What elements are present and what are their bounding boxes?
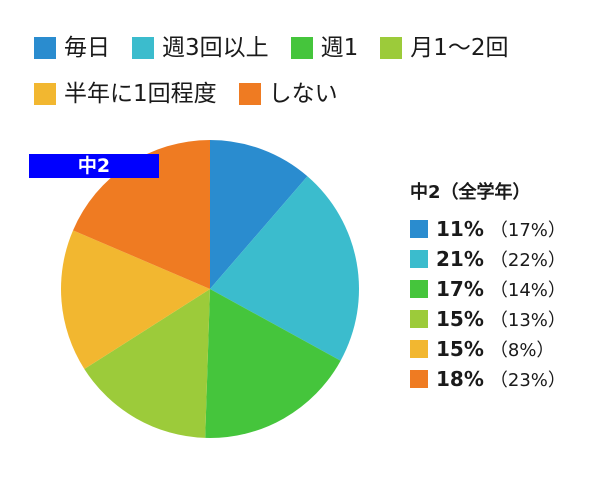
side-legend-row-daily: 11% （17%） (410, 214, 566, 244)
pie-slice-daily (210, 140, 308, 289)
side-swatch-weekly (410, 280, 428, 298)
side-swatch-3-per-week (410, 250, 428, 268)
side-value-never: 18% (436, 367, 484, 391)
legend-label-weekly: 週1 (320, 35, 359, 61)
grade-badge: 中2 (29, 154, 159, 178)
side-overall-value-weekly: （14%） (489, 280, 566, 301)
side-legend-row-weekly: 17% （14%） (410, 274, 566, 304)
side-legend-row-half-year: 15% （8%） (410, 334, 566, 364)
legend-label-never: しない (268, 81, 338, 107)
side-swatch-monthly (410, 310, 428, 328)
legend-swatch-daily (34, 37, 56, 59)
legend-entry-monthly: 月1〜2回 (380, 34, 509, 62)
legend-row-1: 毎日 週3回以上 週1 月1〜2回 (34, 34, 594, 62)
legend-label-daily: 毎日 (64, 35, 110, 61)
side-value-half-year: 15% (436, 337, 484, 361)
side-value-3-per-week: 21% (436, 247, 484, 271)
legend-entry-half-year: 半年に1回程度 (34, 80, 217, 108)
side-overall-value-half-year: （8%） (489, 340, 555, 361)
pie-slice-half-year (61, 230, 210, 370)
side-legend: 中2（全学年） 11% （17%） 21% （22%） 17% （14%） 15% （13%）… (410, 178, 566, 394)
pie-slice-3-per-week (210, 176, 359, 361)
pie-slice-never (73, 140, 210, 289)
side-legend-title: 中2（全学年） (410, 182, 531, 203)
side-legend-rows: 11% （17%） 21% （22%） 17% （14%） 15% （13%） 15% （8%） 1… (410, 214, 566, 394)
legend-swatch-half-year (34, 83, 56, 105)
side-overall-value-3-per-week: （22%） (489, 250, 566, 271)
side-swatch-daily (410, 220, 428, 238)
legend-row-2: 半年に1回程度 しない (34, 80, 594, 108)
pie-slice-monthly (84, 289, 210, 438)
side-legend-row-3-per-week: 21% （22%） (410, 244, 566, 274)
side-legend-row-monthly: 15% （13%） (410, 304, 566, 334)
legend-label-half-year: 半年に1回程度 (64, 81, 217, 107)
legend-swatch-never (238, 83, 261, 105)
legend-entry-3-per-week: 週3回以上 (132, 34, 269, 62)
legend-swatch-weekly (290, 37, 313, 59)
legend: 毎日 週3回以上 週1 月1〜2回 半年に1回程度 しない (34, 34, 594, 126)
pie-slice-weekly (205, 289, 341, 438)
side-overall-value-daily: （17%） (489, 220, 566, 241)
legend-label-3-per-week: 週3回以上 (162, 35, 269, 61)
legend-entry-never: しない (238, 80, 338, 108)
legend-entry-weekly: 週1 (290, 34, 359, 62)
side-overall-value-never: （23%） (489, 370, 566, 391)
side-legend-row-never: 18% （23%） (410, 364, 566, 394)
legend-swatch-monthly (380, 37, 403, 59)
legend-label-monthly: 月1〜2回 (410, 35, 509, 61)
side-swatch-half-year (410, 340, 428, 358)
side-value-weekly: 17% (436, 277, 484, 301)
side-overall-value-monthly: （13%） (489, 310, 566, 331)
legend-entry-daily: 毎日 (34, 34, 110, 62)
legend-swatch-3-per-week (132, 37, 154, 59)
side-value-daily: 11% (436, 217, 484, 241)
side-swatch-never (410, 370, 428, 388)
side-value-monthly: 15% (436, 307, 484, 331)
